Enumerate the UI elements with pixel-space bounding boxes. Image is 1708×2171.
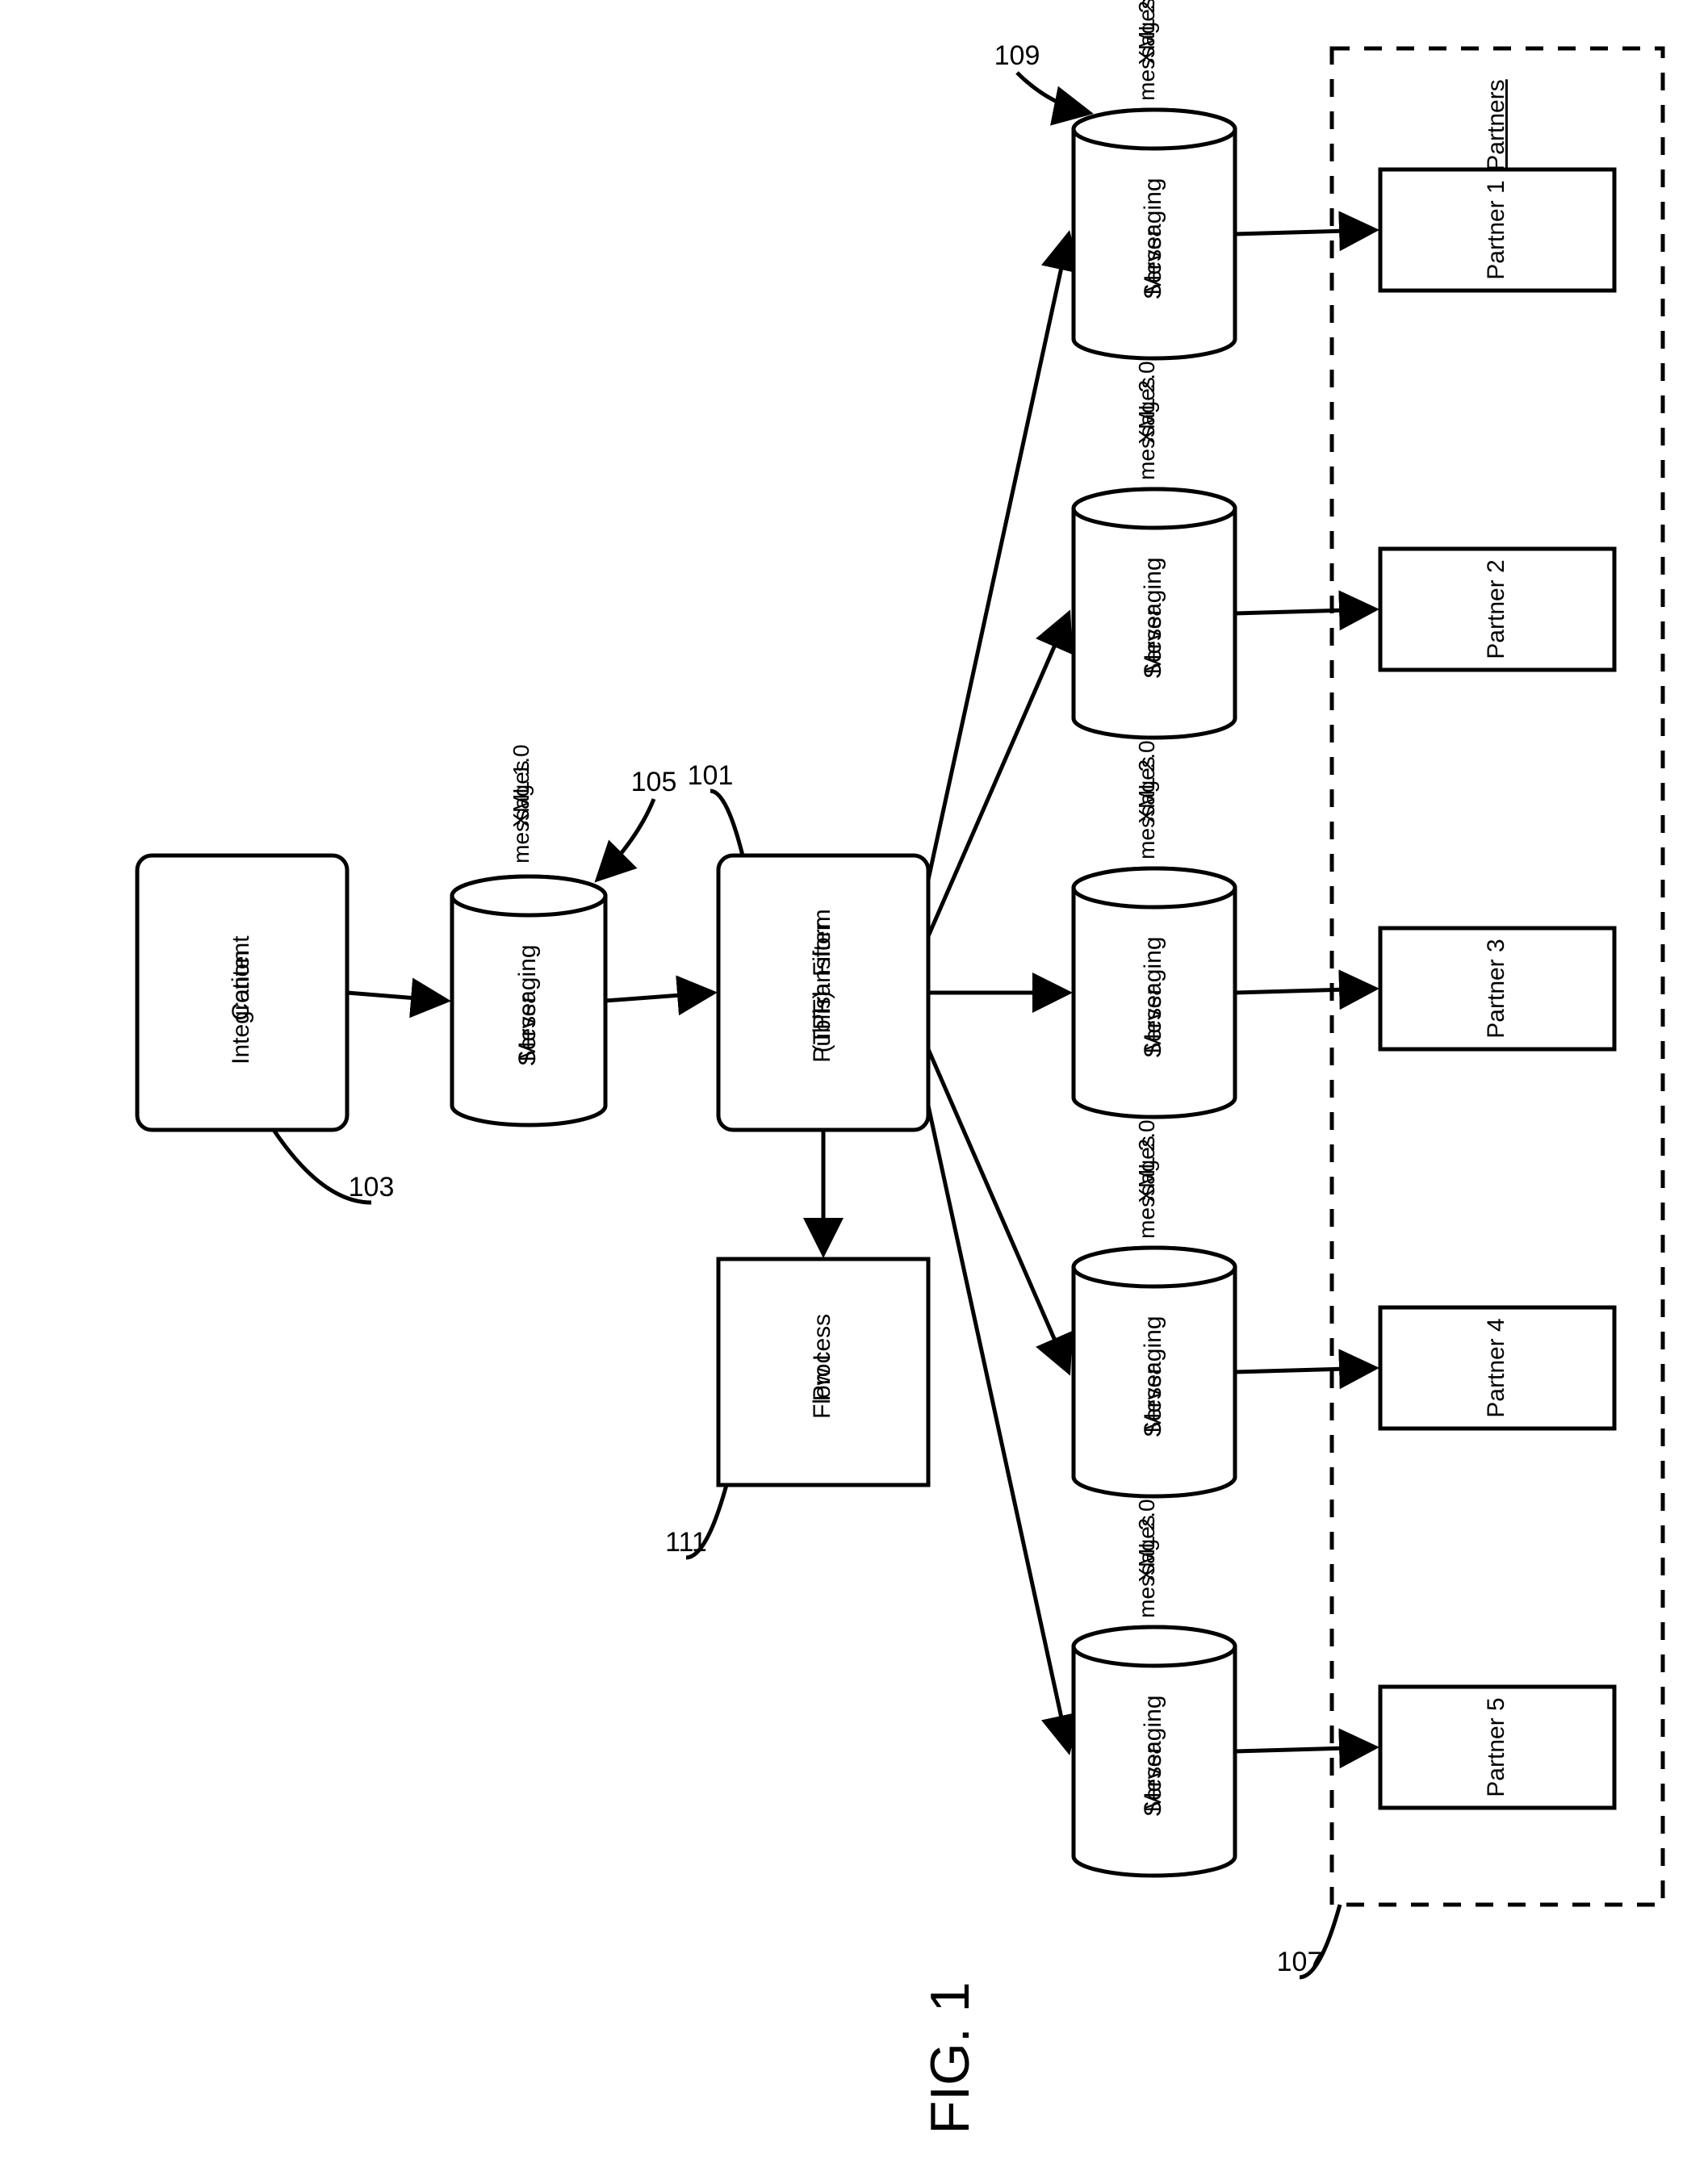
xml-2-messages-label-4: messages xyxy=(1134,1136,1159,1239)
ref-105: 105 xyxy=(631,767,677,797)
xml-2-messages-label-5: messages xyxy=(1134,1515,1159,1618)
tpf-label: (TPF) xyxy=(809,991,835,1053)
messaging-server-in-label: Server xyxy=(514,995,541,1066)
arrow-ms-partner-5 xyxy=(1235,1747,1375,1751)
messaging-server-out-4-top xyxy=(1074,1248,1235,1286)
messaging-server-out-label-2: Server xyxy=(1140,608,1166,679)
messaging-server-out-label-1: Server xyxy=(1140,228,1166,299)
ref-109-leader xyxy=(1017,73,1090,113)
arrow-ms-partner-2 xyxy=(1235,609,1375,613)
messaging-server-out-label-4: Server xyxy=(1140,1366,1166,1437)
ref-103: 103 xyxy=(349,1172,395,1203)
arrow-tpf-ms5 xyxy=(928,1106,1069,1751)
xml-2-messages-label-2: messages xyxy=(1134,377,1159,480)
arrow-ci-ms xyxy=(347,993,447,1001)
figure-label: FIG. 1 xyxy=(919,1982,981,2135)
partner-label-4: Partner 4 xyxy=(1483,1318,1509,1417)
process-flow-label: Flow I xyxy=(809,1354,835,1419)
messaging-server-out-label-5: Server xyxy=(1140,1746,1166,1817)
xml-2-messages-label-3: messages xyxy=(1134,756,1159,860)
ref-107: 107 xyxy=(1277,1947,1323,1977)
messaging-server-in-top xyxy=(452,876,605,915)
xml-1-messages-label: messages xyxy=(509,760,534,864)
messaging-server-out-1-top xyxy=(1074,110,1235,148)
ref-105-leader xyxy=(597,799,654,880)
partner-label-1: Partner 1 xyxy=(1483,180,1509,279)
arrow-ms-partner-3 xyxy=(1235,989,1375,993)
arrow-ms-tpf xyxy=(605,993,714,1001)
ref-111: 111 xyxy=(665,1527,707,1558)
messaging-server-out-3-top xyxy=(1074,868,1235,907)
content-integration-label: Integration xyxy=(228,950,254,1065)
partner-label-2: Partner 2 xyxy=(1483,559,1509,659)
ref-101: 101 xyxy=(688,760,734,791)
arrow-ms-partner-1 xyxy=(1235,230,1375,234)
partner-label-5: Partner 5 xyxy=(1483,1697,1509,1797)
arrow-tpf-ms1 xyxy=(928,234,1069,880)
messaging-server-out-5-top xyxy=(1074,1627,1235,1666)
messaging-server-out-label-3: Server xyxy=(1140,987,1166,1058)
partners-title: Partners xyxy=(1483,79,1509,170)
ref-109: 109 xyxy=(994,40,1040,71)
xml-2-messages-label-1: messages xyxy=(1134,0,1159,101)
partner-label-3: Partner 3 xyxy=(1483,939,1509,1038)
ref-101-leader xyxy=(710,791,743,855)
arrow-ms-partner-4 xyxy=(1235,1368,1375,1372)
messaging-server-out-2-top xyxy=(1074,489,1235,528)
